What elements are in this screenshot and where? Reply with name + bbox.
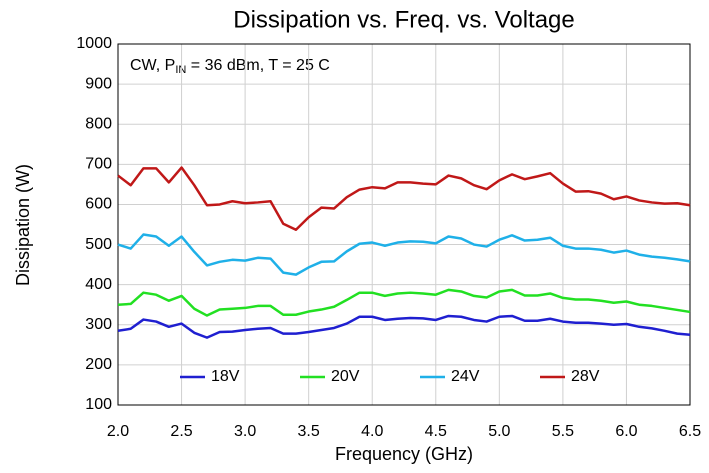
x-tick-label: 6.5 [679, 423, 701, 440]
y-tick-label: 400 [85, 276, 112, 293]
annotation-text: CW, P [130, 57, 175, 74]
y-tick-label: 900 [85, 75, 112, 92]
x-tick-label: 6.0 [615, 423, 637, 440]
x-tick-label: 3.0 [234, 423, 256, 440]
x-tick-label: 5.0 [488, 423, 510, 440]
chart-title: Dissipation vs. Freq. vs. Voltage [233, 6, 574, 33]
y-tick-label: 700 [85, 156, 112, 173]
y-tick-label: 500 [85, 236, 112, 253]
x-tick-label: 2.0 [107, 423, 129, 440]
y-tick-label: 1000 [76, 35, 112, 52]
series-line [117, 233, 691, 276]
annotation-rest: = 36 dBm, T = 25 C [186, 57, 330, 74]
annotation-sub: IN [175, 64, 186, 76]
plot-frame [117, 43, 691, 406]
x-tick-label: 4.5 [425, 423, 447, 440]
y-tick-label: 100 [85, 396, 112, 413]
series-line [117, 314, 691, 339]
series-line [117, 288, 691, 317]
y-axis-label: Dissipation (W) [13, 164, 33, 286]
y-tick-label: 200 [85, 356, 112, 373]
x-tick-label: 3.5 [298, 423, 320, 440]
legend-label: 24V [451, 368, 480, 385]
x-axis-label: Frequency (GHz) [335, 444, 473, 464]
series-line [117, 166, 691, 231]
x-tick-label: 5.5 [552, 423, 574, 440]
legend-label: 28V [571, 368, 600, 385]
y-tick-label: 800 [85, 115, 112, 132]
x-tick-label: 4.0 [361, 423, 383, 440]
legend-label: 20V [331, 368, 360, 385]
legend-label: 18V [211, 368, 240, 385]
y-tick-label: 600 [85, 196, 112, 213]
annotation: CW, PIN = 36 dBm, T = 25 C [130, 57, 330, 76]
y-tick-label: 300 [85, 316, 112, 333]
x-tick-label: 2.5 [170, 423, 192, 440]
